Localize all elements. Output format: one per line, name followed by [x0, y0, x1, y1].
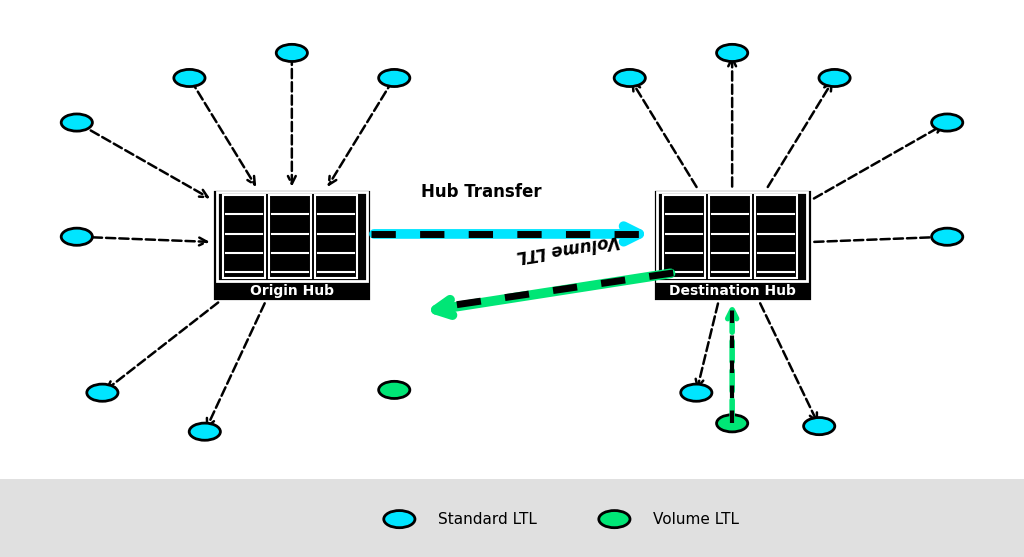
Ellipse shape	[717, 45, 748, 61]
Ellipse shape	[189, 423, 220, 440]
FancyBboxPatch shape	[755, 195, 797, 278]
Text: Volume LTL: Volume LTL	[515, 231, 622, 265]
Ellipse shape	[61, 228, 92, 245]
Ellipse shape	[61, 114, 92, 131]
Ellipse shape	[379, 70, 410, 86]
FancyBboxPatch shape	[709, 195, 752, 278]
Text: Origin Hub: Origin Hub	[250, 284, 334, 298]
Ellipse shape	[717, 415, 748, 432]
Text: Destination Hub: Destination Hub	[669, 284, 796, 298]
FancyBboxPatch shape	[268, 195, 310, 278]
FancyBboxPatch shape	[222, 195, 264, 278]
Text: Volume LTL: Volume LTL	[653, 512, 739, 526]
Ellipse shape	[681, 384, 712, 401]
Ellipse shape	[599, 511, 630, 527]
FancyBboxPatch shape	[664, 195, 705, 278]
Ellipse shape	[384, 511, 415, 527]
Ellipse shape	[932, 228, 963, 245]
Ellipse shape	[174, 70, 205, 86]
FancyBboxPatch shape	[216, 192, 367, 281]
Ellipse shape	[804, 418, 835, 434]
Ellipse shape	[87, 384, 118, 401]
Ellipse shape	[276, 45, 307, 61]
Text: Standard LTL: Standard LTL	[438, 512, 538, 526]
FancyBboxPatch shape	[315, 195, 356, 278]
FancyBboxPatch shape	[0, 479, 1024, 557]
Text: Hub Transfer: Hub Transfer	[421, 183, 542, 201]
FancyBboxPatch shape	[653, 189, 811, 301]
Ellipse shape	[379, 382, 410, 398]
Ellipse shape	[819, 70, 850, 86]
FancyBboxPatch shape	[657, 192, 807, 281]
FancyBboxPatch shape	[212, 189, 371, 301]
Ellipse shape	[932, 114, 963, 131]
Ellipse shape	[614, 70, 645, 86]
